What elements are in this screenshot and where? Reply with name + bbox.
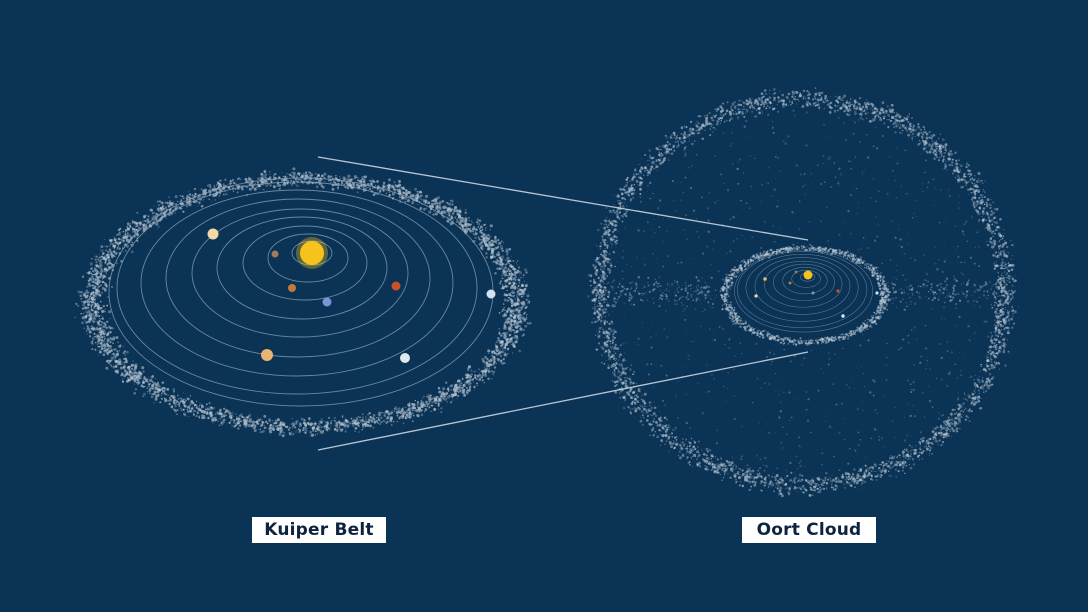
inner-orbit-3 (782, 266, 828, 295)
kuiper-belt-disk (73, 163, 537, 443)
inner-orbit-9 (734, 249, 873, 333)
orbit-6 (165, 198, 431, 358)
sun (300, 241, 324, 265)
orbit-5 (191, 208, 409, 338)
inner-planet-3 (811, 291, 815, 295)
kuiper-disk-fill (73, 163, 537, 443)
planet-uranus (400, 353, 410, 363)
inner-orbit-8 (737, 251, 868, 329)
zoom-connector-lines (317, 156, 809, 451)
oort-cloud-sphere (587, 87, 1020, 498)
inner-planet-2 (788, 281, 792, 285)
kuiper-belt-particles (74, 167, 532, 438)
inner-orbit-4 (773, 263, 835, 302)
orbit-8 (116, 181, 478, 395)
oort-cloud-label: Oort Cloud (742, 517, 876, 543)
connector-line-top (317, 156, 809, 241)
inner-planet-5 (763, 277, 767, 281)
planet-earth (322, 297, 332, 307)
orbit-2 (267, 233, 349, 283)
inner-orbit-6 (754, 257, 851, 315)
planet-neptune (486, 289, 496, 299)
inner-planet-4 (836, 289, 840, 293)
orbit-4 (216, 216, 388, 320)
inner-orbit-7 (745, 254, 859, 322)
inner-planet-7 (841, 314, 845, 318)
inner-planet-6 (754, 294, 758, 298)
orbit-7 (140, 189, 454, 377)
oort-inner-kuiper-disk (717, 243, 893, 347)
inner-sun (803, 270, 813, 280)
orbit-3 (242, 225, 368, 301)
planet-mars (391, 281, 401, 291)
inner-orbit-5 (764, 260, 843, 308)
inner-orbit-2 (791, 269, 821, 288)
kuiper-belt-label: Kuiper Belt (252, 517, 386, 543)
inner-kuiper-particles (719, 243, 893, 346)
planet-jupiter (261, 349, 273, 361)
planet-mercury (271, 250, 279, 258)
connector-line-bottom (317, 351, 809, 451)
planet-venus (288, 284, 296, 292)
planet-saturn (207, 228, 219, 240)
inner-planet-1 (794, 270, 798, 274)
inner-planet-8 (875, 291, 879, 295)
oort-outer-shell (587, 87, 1020, 498)
